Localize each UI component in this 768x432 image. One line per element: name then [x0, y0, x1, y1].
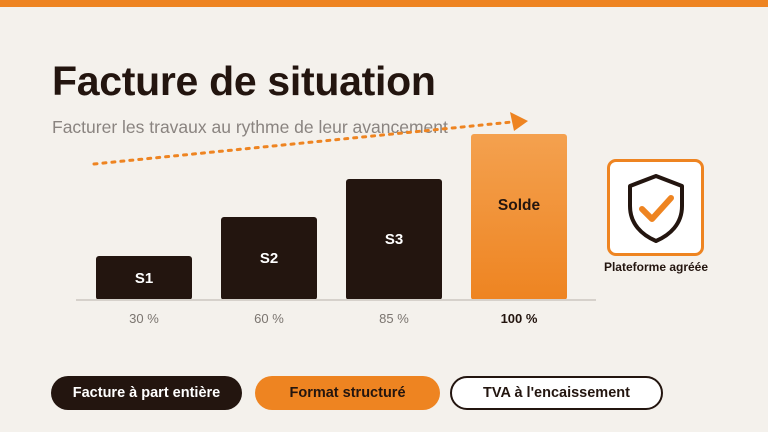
bar-s2-label: S2 — [259, 250, 279, 267]
platform-badge — [607, 159, 704, 256]
platform-label: Plateforme agréée — [603, 260, 709, 274]
progress-arrow-head — [510, 112, 528, 131]
pill-format-structure-label: Format structuré — [289, 385, 406, 401]
pill-tva-encaissement-label: TVA à l'encaissement — [483, 385, 630, 401]
bar-solde-label: Solde — [497, 197, 541, 214]
pct-label-s3: 85 % — [379, 311, 409, 326]
bar-s2: S2 — [221, 217, 317, 300]
shield-check-icon — [627, 173, 684, 243]
pill-facture-entiere-label: Facture à part entière — [72, 385, 221, 401]
pct-label-s1: 30 % — [129, 311, 159, 326]
progress-arrow-line — [92, 120, 514, 166]
slide-subtitle: Facturer les travaux au rythme de leur a… — [52, 117, 448, 137]
chart-baseline — [76, 299, 596, 301]
top-accent-bar — [0, 0, 768, 7]
pct-label-s2: 60 % — [254, 311, 284, 326]
bar-s1-label: S1 — [134, 269, 154, 287]
pill-format-structure: Format structuré — [255, 376, 440, 410]
bar-s3: S3 — [346, 179, 442, 300]
pill-tva-encaissement: TVA à l'encaissement — [450, 376, 663, 410]
bar-s3-label: S3 — [384, 231, 404, 248]
pct-label-solde: 100 % — [500, 311, 538, 326]
slide-title: Facture de situation — [52, 58, 436, 104]
bar-solde: Solde — [471, 134, 567, 300]
pill-facture-entiere: Facture à part entière — [51, 376, 242, 410]
bar-s1: S1 — [96, 256, 192, 300]
